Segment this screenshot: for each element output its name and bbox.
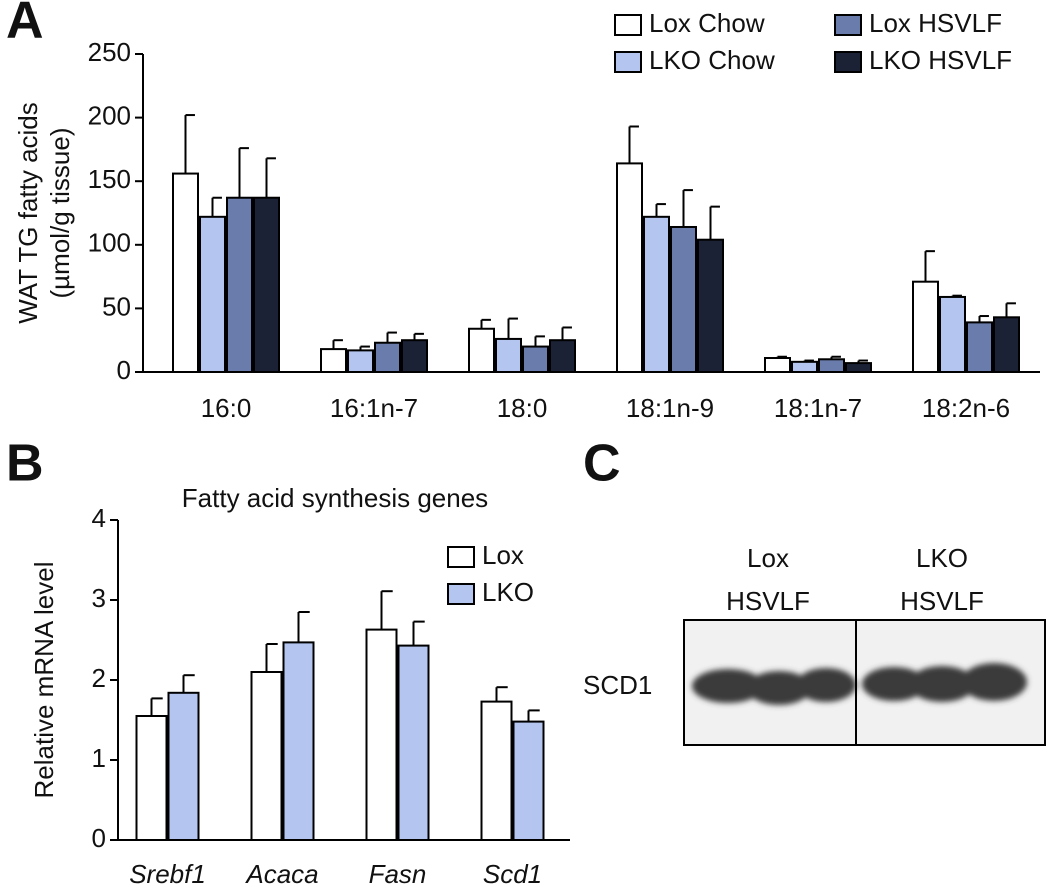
x-tick-label: 16:1n-7 [330, 393, 418, 423]
bar [764, 357, 791, 373]
y-tick-label: 0 [117, 355, 131, 385]
y-tick-label: 100 [88, 228, 131, 258]
bar [549, 339, 576, 374]
x-tick-label: Scd1 [483, 859, 542, 889]
x-tick-label: 16:0 [201, 393, 252, 423]
y-tick-label: 200 [88, 100, 131, 130]
blot-bands [692, 663, 1027, 705]
x-tick-label: 18:2n-6 [922, 393, 1010, 423]
bar [966, 321, 993, 373]
bar [365, 628, 398, 841]
y-tick-label: 3 [92, 583, 106, 613]
chart-title: Fatty acid synthesis genes [182, 483, 488, 513]
y-tick-label: 150 [88, 164, 131, 194]
blot-group-label: Lox [747, 543, 789, 573]
legend-label: Lox [482, 540, 524, 570]
bar [397, 644, 430, 841]
bar [226, 196, 253, 373]
legend-label: Lox HSVLF [869, 8, 1002, 38]
bar [253, 196, 280, 373]
y-tick-label: 2 [92, 663, 106, 693]
bar [250, 671, 283, 841]
y-tick-label: 0 [92, 823, 106, 853]
bar [697, 238, 724, 373]
bar [512, 720, 545, 841]
blot-group-label: LKO [916, 543, 968, 573]
panel-label: A [6, 0, 44, 50]
bar [199, 215, 226, 373]
y-tick-label: 1 [92, 743, 106, 773]
blot-band-label: SCD1 [583, 670, 652, 700]
x-tick-label: 18:0 [497, 393, 548, 423]
legend-swatch [614, 51, 642, 73]
bar [643, 215, 670, 373]
bar [320, 348, 347, 374]
legend-swatch [614, 14, 642, 36]
bar [522, 345, 549, 373]
x-tick-label: Acaca [244, 859, 318, 889]
legend-label: LKO HSVLF [869, 45, 1012, 75]
legend-swatch [447, 583, 475, 605]
bar [993, 316, 1020, 373]
legend-swatch [447, 546, 475, 568]
legend-label: Lox Chow [649, 8, 765, 38]
bar [845, 362, 872, 374]
bar [401, 339, 428, 374]
legend-label: LKO [482, 577, 534, 607]
x-tick-label: Srebf1 [129, 859, 206, 889]
bar [167, 691, 200, 841]
bar [939, 295, 966, 373]
y-axis-label: WAT TG fatty acids [13, 102, 43, 324]
bar [135, 715, 168, 841]
x-tick-label: 18:1n-7 [774, 393, 862, 423]
blot-group-label: HSVLF [726, 586, 810, 616]
bar [616, 162, 643, 373]
y-axis-label: (µmol/g tissue) [45, 127, 75, 298]
y-axis-label: Relative mRNA level [29, 562, 59, 799]
bar [912, 280, 939, 373]
legend-label: LKO Chow [649, 45, 775, 75]
bar [374, 341, 401, 373]
bar [347, 349, 374, 374]
bar [818, 358, 845, 373]
bar [495, 337, 522, 374]
legend-swatch [834, 51, 862, 73]
y-tick-label: 250 [88, 37, 131, 67]
bar [670, 225, 697, 373]
blot-group-label: HSVLF [900, 586, 984, 616]
y-tick-label: 4 [92, 503, 106, 533]
legend-swatch [834, 14, 862, 36]
y-tick-label: 50 [102, 291, 131, 321]
bar [282, 641, 315, 842]
panel-label: B [6, 435, 44, 493]
bar [480, 700, 513, 841]
x-tick-label: 18:1n-9 [626, 393, 714, 423]
bar [468, 327, 495, 374]
bar [172, 172, 199, 373]
panel-label: C [583, 435, 621, 493]
bar [791, 360, 818, 374]
x-tick-label: Fasn [369, 859, 427, 889]
